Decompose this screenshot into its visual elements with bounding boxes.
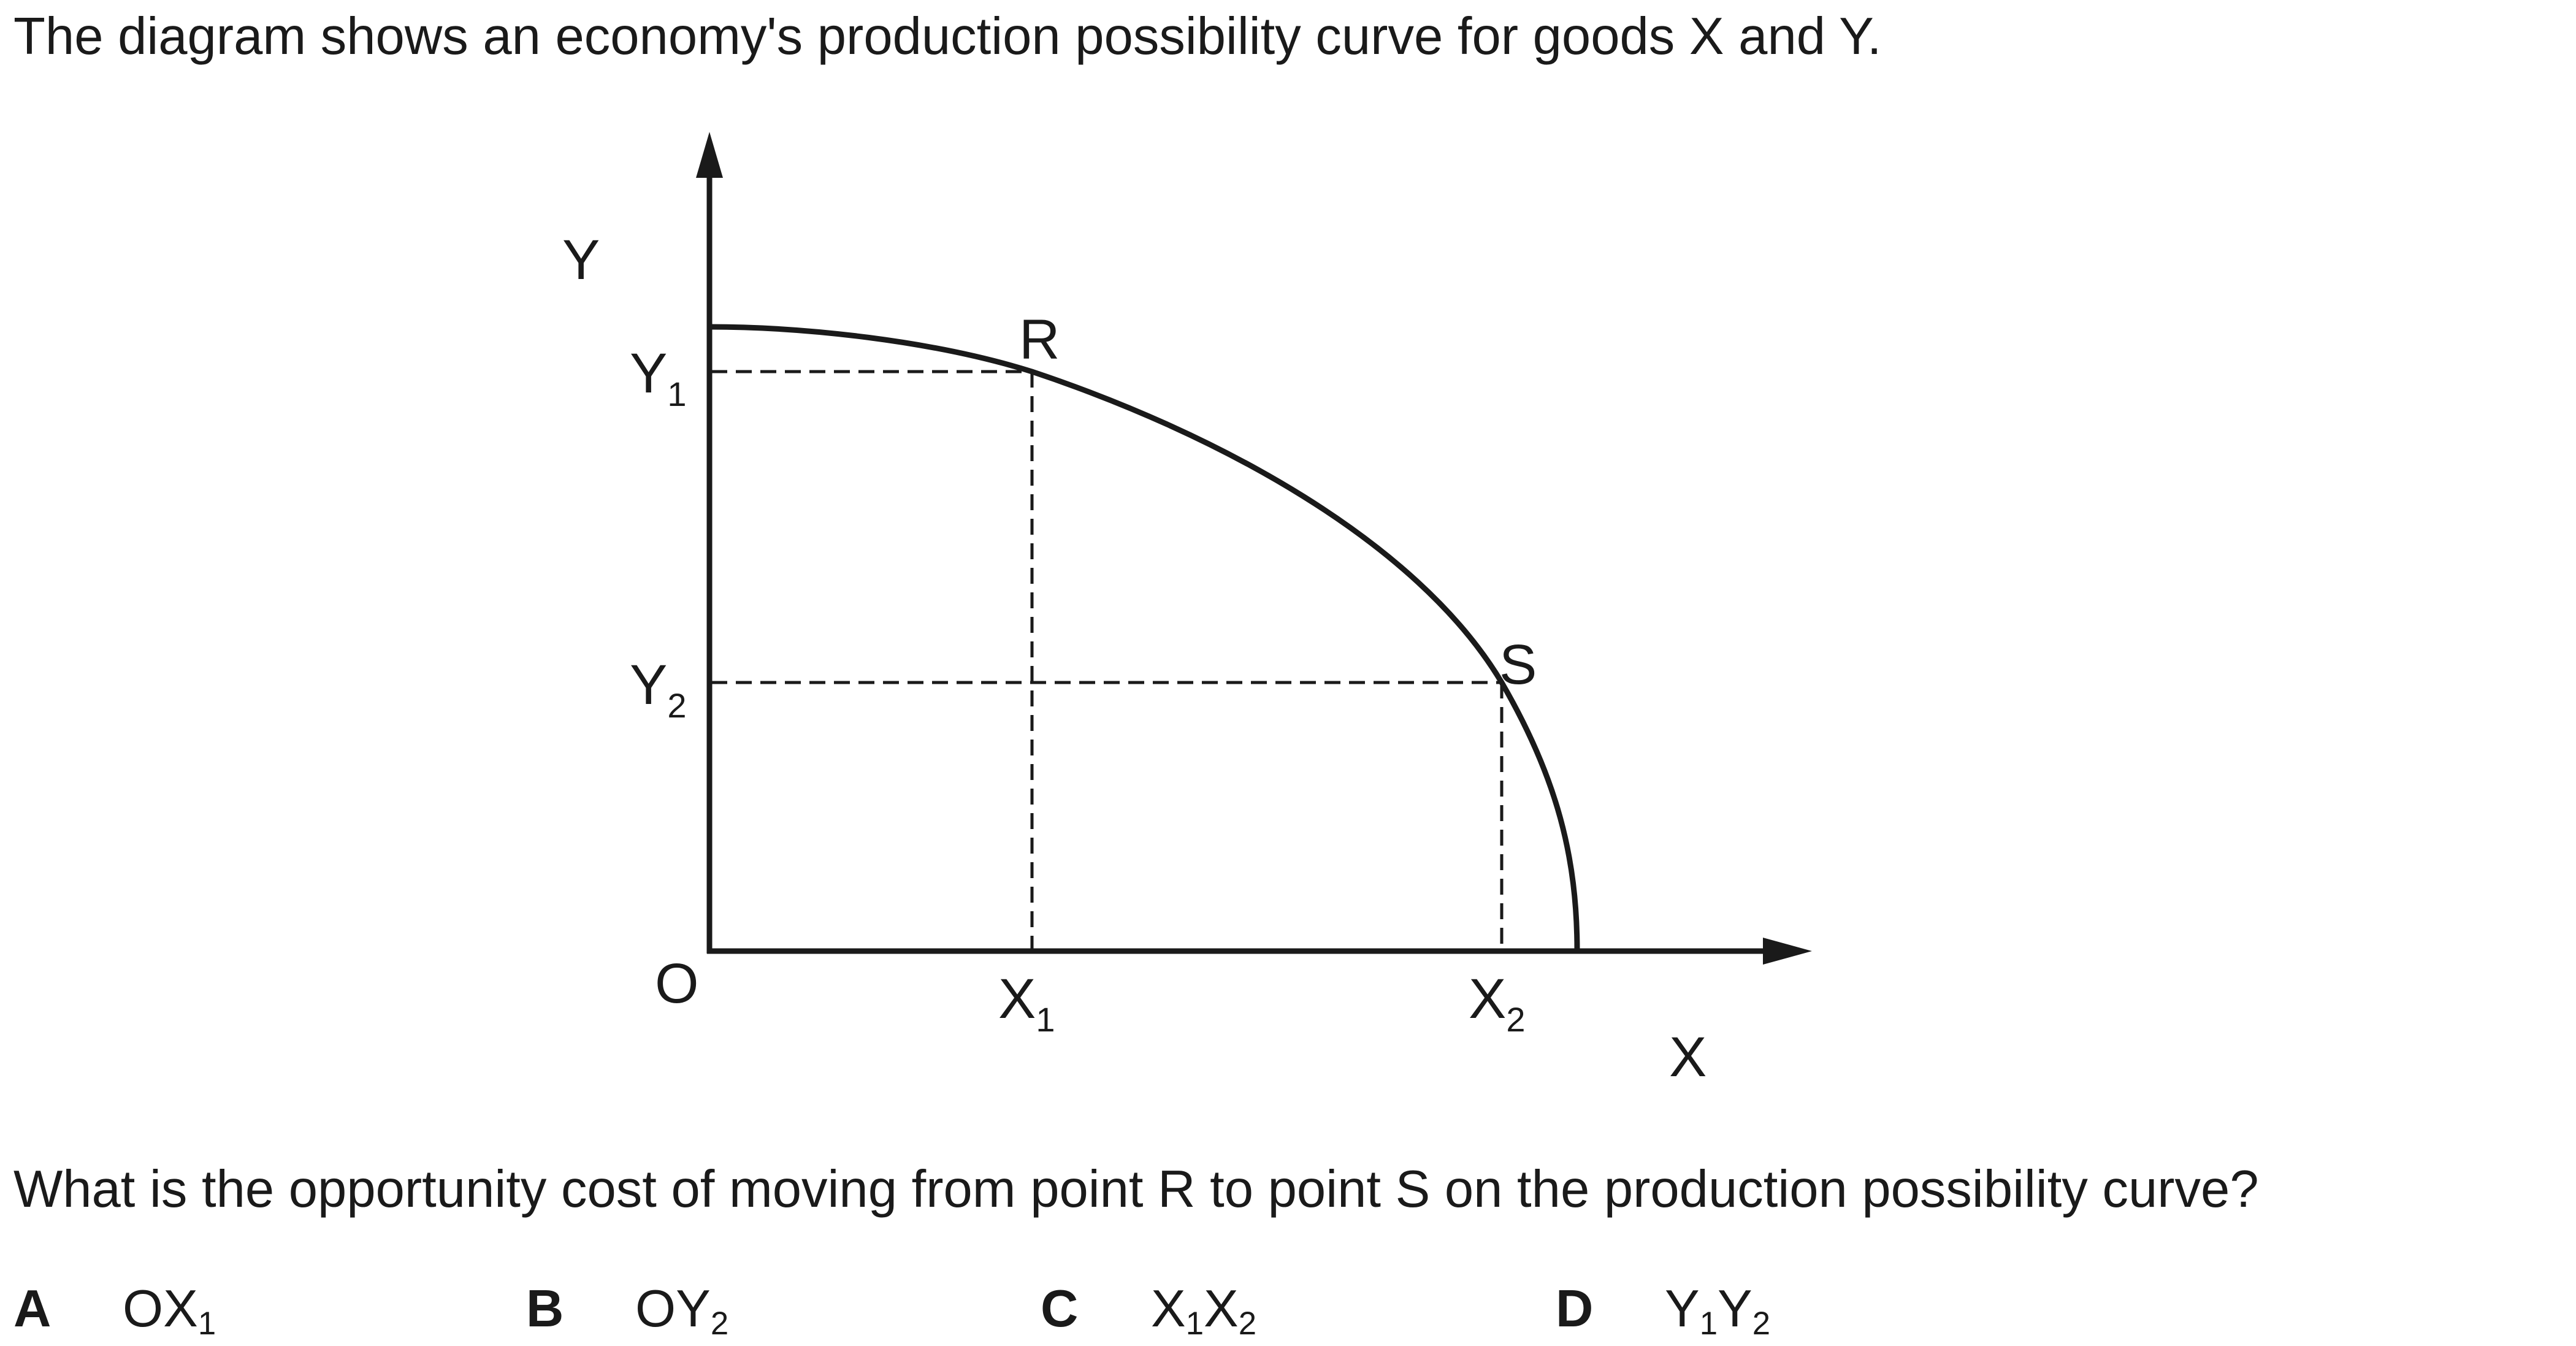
intro-text: The diagram shows an economy's productio… <box>13 7 1882 66</box>
ppc-curve <box>709 324 1580 952</box>
answer-options: A OX1 B OY2 C X1X2 D Y1Y2 <box>0 1279 2576 1346</box>
x2-label: X2 <box>1469 968 1526 1039</box>
option-b-text: OY2 <box>635 1280 729 1342</box>
x-axis-arrowhead <box>1763 938 1812 965</box>
y2-label: Y2 <box>630 654 687 725</box>
option-b-letter: B <box>526 1280 564 1338</box>
x1-label: X1 <box>998 968 1055 1039</box>
point-r-label: R <box>1019 308 1060 371</box>
option-c-letter: C <box>1041 1280 1079 1338</box>
y-axis-arrowhead <box>696 132 723 178</box>
option-c-text: X1X2 <box>1151 1280 1257 1342</box>
point-s-label: S <box>1499 633 1537 696</box>
origin-label: O <box>655 952 699 1015</box>
x-axis-label: X <box>1669 1026 1707 1088</box>
ppc-diagram: Y X O Y1 Y2 X1 X2 R S <box>562 132 1812 1088</box>
question-text: What is the opportunity cost of moving f… <box>13 1160 2259 1218</box>
option-a-text: OX1 <box>123 1280 216 1342</box>
option-d-text: Y1Y2 <box>1665 1280 1771 1342</box>
option-d-letter: D <box>1556 1280 1594 1338</box>
option-a-letter: A <box>13 1280 52 1338</box>
y-axis-label: Y <box>562 229 600 291</box>
y1-label: Y1 <box>630 342 687 413</box>
